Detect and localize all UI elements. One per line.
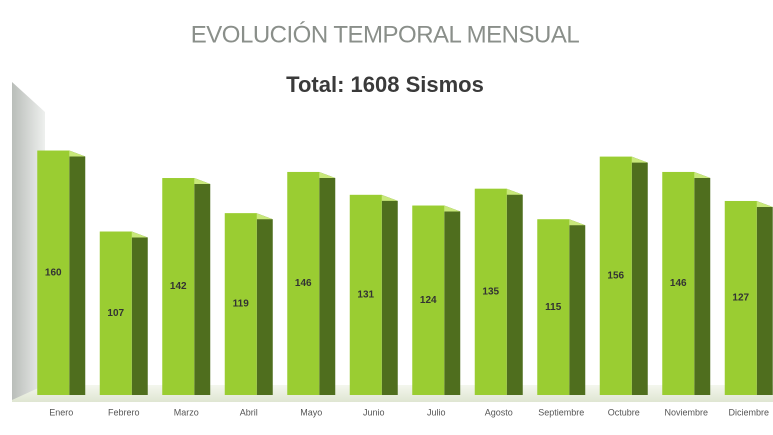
bar-side	[444, 205, 461, 395]
x-tick-label: Julio	[427, 407, 446, 417]
bar-side	[194, 178, 211, 395]
data-label: 119	[233, 299, 250, 310]
data-label: 115	[545, 302, 562, 313]
data-label: 156	[607, 270, 624, 281]
bar	[287, 171, 320, 395]
bar-side	[381, 194, 398, 395]
x-tick-label: Diciembre	[728, 407, 769, 417]
bar	[412, 205, 445, 395]
data-label: 107	[107, 308, 124, 319]
x-tick-label: Noviembre	[664, 407, 708, 417]
x-tick-label: Febrero	[108, 407, 140, 417]
bar	[724, 200, 757, 395]
x-tick-label: Enero	[49, 407, 73, 417]
data-label: 146	[670, 278, 687, 289]
bar	[537, 219, 570, 395]
bar	[599, 156, 632, 395]
bar-side	[69, 150, 86, 395]
bar-side	[569, 219, 586, 395]
data-label: 135	[482, 287, 499, 298]
bar-side	[131, 231, 148, 395]
bar-side	[256, 213, 273, 395]
x-tick-label: Junio	[363, 407, 385, 417]
data-label: 142	[170, 281, 187, 292]
bars: 160 107 142 119 146 131 124 135 115 156 146 127	[37, 150, 773, 395]
bar-side	[506, 188, 523, 395]
x-tick-label: Septiembre	[538, 407, 584, 417]
bar	[224, 213, 257, 395]
bar-side	[756, 200, 773, 395]
x-tick-label: Agosto	[485, 407, 513, 417]
x-tick-label: Octubre	[608, 407, 640, 417]
bar-side	[631, 156, 648, 395]
x-tick-label: Marzo	[174, 407, 199, 417]
chart-title: EVOLUCIÓN TEMPORAL MENSUAL	[191, 21, 580, 48]
bar	[162, 178, 195, 395]
bar	[99, 231, 132, 395]
bar	[349, 194, 382, 395]
x-tick-label: Abril	[240, 407, 258, 417]
data-label: 131	[357, 290, 374, 301]
chart-subtitle: Total: 1608 Sismos	[286, 72, 484, 97]
bar	[662, 171, 695, 395]
x-tick-label: Mayo	[300, 407, 322, 417]
data-label: 124	[420, 295, 437, 306]
bar-side	[319, 171, 336, 395]
bar	[474, 188, 507, 395]
data-label: 127	[732, 293, 749, 304]
data-label: 146	[295, 278, 312, 289]
data-label: 160	[45, 267, 62, 278]
bar-side	[694, 171, 711, 395]
side-wall	[12, 82, 45, 400]
bar	[37, 150, 70, 395]
